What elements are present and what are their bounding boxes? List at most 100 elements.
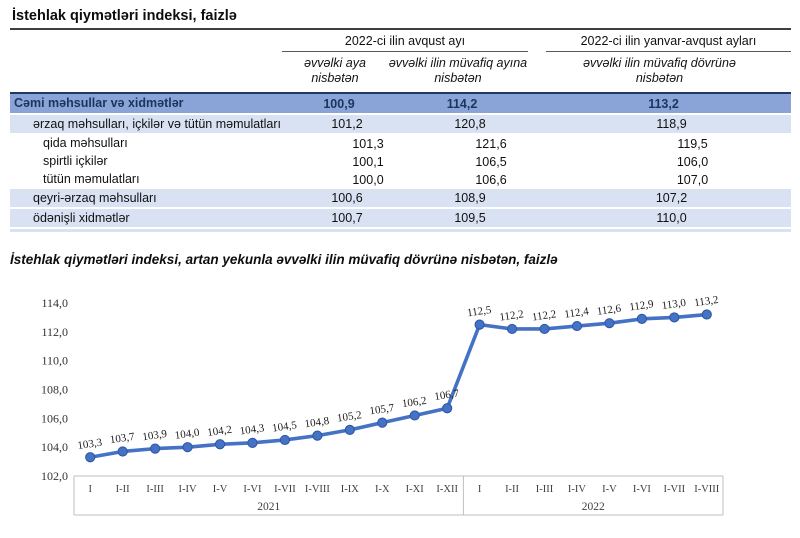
data-point-marker [182,442,193,453]
data-point-label: 104,3 [239,422,266,437]
y-tick-label: 110,0 [41,354,68,368]
row-label: tütün məmulatları [43,172,140,186]
cpi-table-block: İstehlak qiymətləri indeksi, faizlə 2022… [10,5,791,232]
axis-box [73,475,724,516]
y-axis-ticks: 102,0 104,0 106,0 108,0 110,0 112,0 114,0 [41,296,68,483]
data-point-marker [214,439,226,450]
x-tick-label: I-XII [436,484,458,495]
data-point-label: 104,2 [207,424,233,439]
table-sub-headers: əvvəlki aya nisbətən əvvəlki ilin müvafi… [10,55,791,86]
chart-title: İstehlak qiymətləri indeksi, artan yekun… [10,252,558,267]
table-row: qida məhsulları 101,3 121,6 119,5 [10,135,791,152]
row-value: 114,2 [446,96,478,111]
index-line-chart: 102,0 104,0 106,0 108,0 110,0 112,0 114,0 I I-II… [41,294,724,516]
row-value: 121,6 [475,136,507,151]
data-point-marker [247,437,258,448]
x-tick-label: I [88,484,92,495]
x-tick-label: I-II [116,484,130,495]
y-tick-label: 102,0 [41,469,68,483]
row-value: 109,5 [454,211,486,225]
column-group-january-august: 2022-ci ilin yanvar-avqust ayları [546,34,791,52]
year-labels: 2021 2022 [257,501,605,513]
x-tick-label: I-VII [274,484,296,495]
sub-header-prev-year-period: əvvəlki ilin müvafiq dövrünə nisbətən [583,56,736,85]
x-tick-label: I-VI [633,484,652,495]
cpi-table-body: Cəmi məhsullar və xidmətlər 100,9 114,2 113… [10,92,791,227]
row-value: 101,2 [331,117,363,131]
table-bottom-strip [10,229,791,232]
data-point-label: 112,2 [499,308,525,323]
data-point-marker [636,313,647,324]
x-tick-label: I-IV [568,484,586,495]
row-label: ödənişli xidmətlər [33,210,130,225]
data-point-label: 112,5 [466,304,492,319]
data-point-markers [85,309,712,463]
column-group-august: 2022-ci ilin avqust ayı [282,34,528,52]
data-point-label: 104,5 [271,419,298,434]
x-tick-label: I-VIII [694,484,720,495]
data-point-marker [85,452,96,463]
row-label: ərzaq məhsulları, içkilər və tütün məmul… [33,116,282,131]
row-label: qeyri-ərzaq məhsulları [33,190,157,205]
x-tick-label: I-XI [406,484,425,495]
y-tick-label: 114,0 [41,296,68,310]
data-point-label: 106,2 [401,395,427,410]
table-row: Cəmi məhsullar və xidmətlər 100,9 114,2 113… [10,92,791,113]
data-point-label: 104,0 [174,426,201,441]
data-point-marker [344,424,355,435]
data-point-label: 104,8 [304,415,331,430]
row-value: 108,9 [454,191,486,205]
row-value: 100,1 [352,154,384,169]
row-value: 106,5 [475,154,507,169]
data-point-label: 112,4 [564,305,590,320]
data-point-label: 105,7 [369,402,396,417]
data-point-marker [117,446,128,457]
sub-header-prev-month: əvvəlki aya nisbətən [304,56,366,85]
table-column-groups: 2022-ci ilin avqust ayı 2022-ci ilin yan… [10,34,791,52]
y-tick-label: 108,0 [41,383,68,397]
x-tick-label: I-III [536,484,554,495]
column-group-spacer [10,34,282,52]
data-point-marker [571,320,583,332]
data-point-label: 112,6 [596,303,622,318]
x-tick-label: I-III [146,484,164,495]
sub-header-prev-year-month: əvvəlki ilin müvafiq ayına nisbətən [388,56,528,85]
x-tick-label: I-VII [664,484,686,495]
row-value: 100,9 [323,96,355,111]
table-row: tütün məmulatları 100,0 106,6 107,0 [10,171,791,188]
row-value: 100,7 [331,211,363,225]
x-tick-label: I-VIII [305,484,331,495]
year-label: 2022 [582,501,605,513]
data-point-label: 103,9 [142,428,169,443]
x-tick-label: I-II [505,484,519,495]
row-value: 113,2 [648,96,679,111]
x-tick-label: I [478,484,482,495]
data-point-marker [701,309,712,320]
data-point-marker [150,443,161,454]
table-row: ödənişli xidmətlər 100,7 109,5 110,0 [10,209,791,227]
row-value: 107,2 [655,191,688,205]
x-tick-label: I-V [213,484,228,495]
x-tick-label: I-V [602,484,617,495]
data-labels: 103,3 103,7 103,9 104,0 104,2 104,3 104,5 104,8… [77,294,720,452]
row-value: 119,5 [677,136,708,151]
data-point-marker [442,403,453,414]
data-point-marker [474,319,485,330]
y-tick-label: 112,0 [41,325,68,339]
row-value: 120,8 [454,117,486,131]
x-tick-label: I-VI [243,484,262,495]
y-tick-label: 106,0 [41,411,68,425]
data-point-label: 112,9 [629,298,655,313]
index-line [88,312,709,460]
row-value: 107,0 [676,172,709,187]
data-point-marker [312,430,323,441]
page-title: İstehlak qiymətləri indeksi, faizlə [10,5,791,30]
row-value: 106,0 [676,154,709,169]
row-label: Cəmi məhsullar və xidmətlər [14,96,184,110]
row-value: 100,6 [331,191,363,205]
data-point-marker [279,434,291,446]
row-value: 100,0 [352,172,384,187]
data-point-marker [409,410,420,421]
row-value: 101,3 [352,136,384,151]
year-label: 2021 [257,501,280,513]
